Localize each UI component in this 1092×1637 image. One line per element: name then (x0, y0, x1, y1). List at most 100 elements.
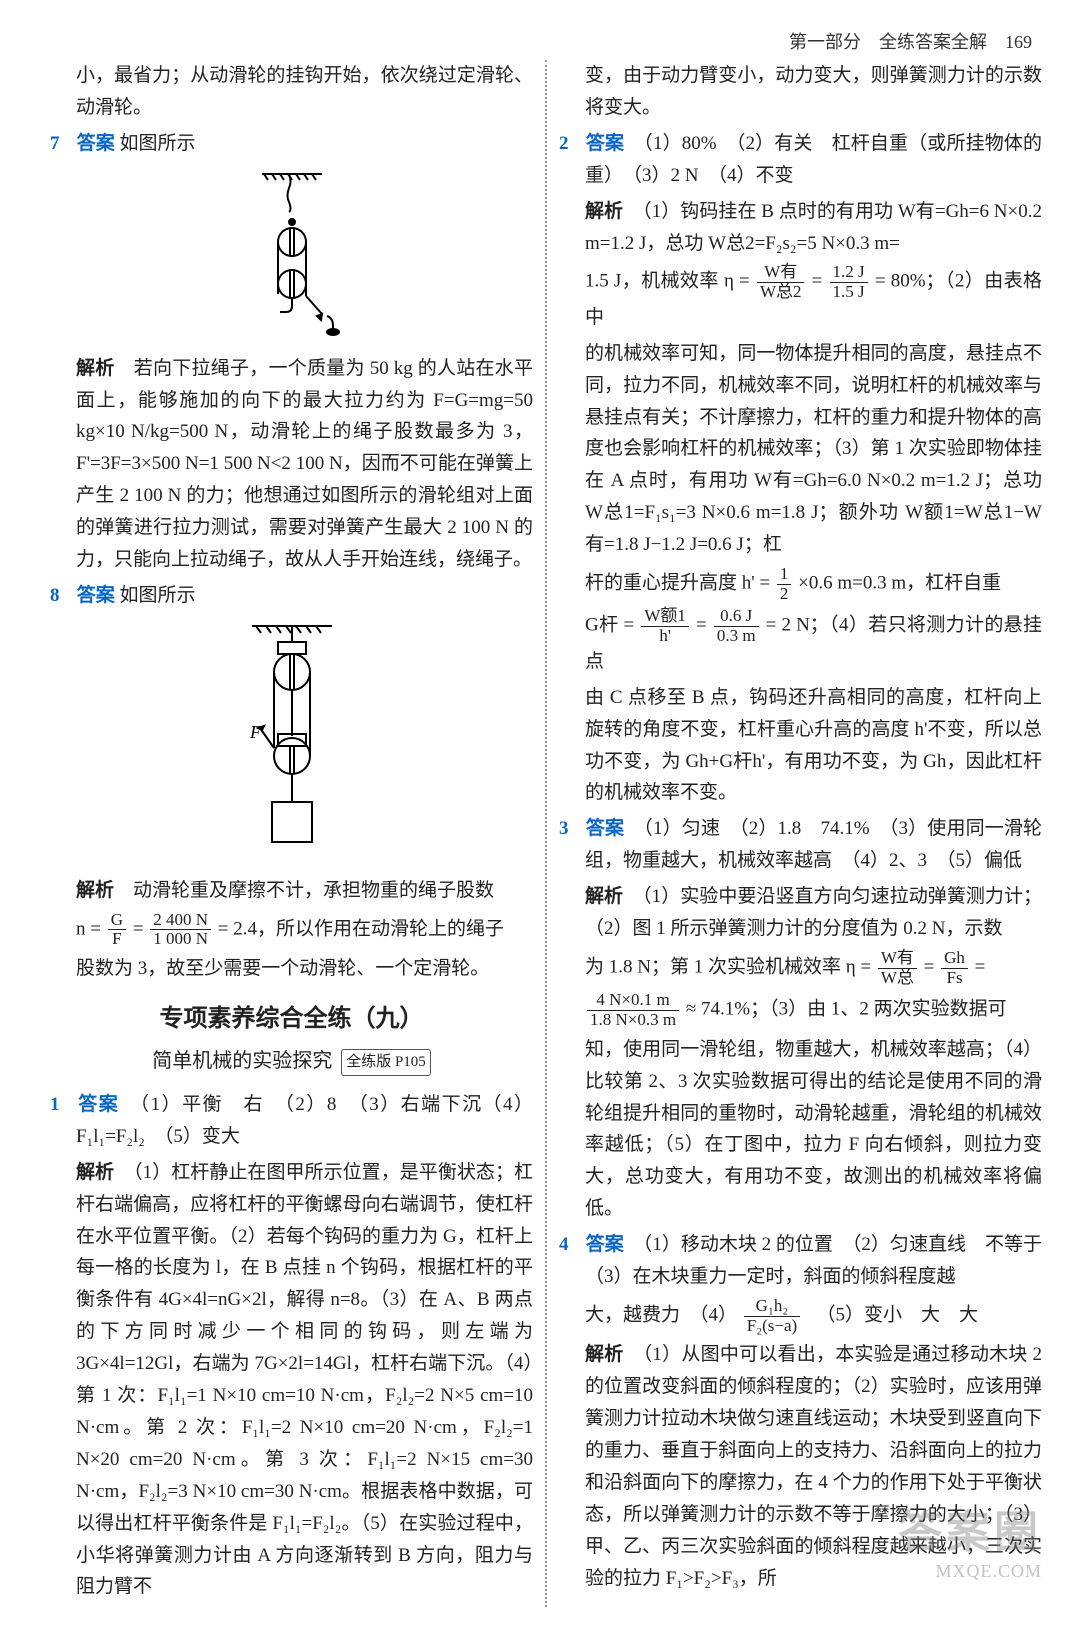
fraction: 2 400 N1 000 N (150, 911, 211, 949)
q3-exp-c: 知，使用同一滑轮组，物重越大，机械效率越高；（4）比较第 2、3 次实验数据可得… (559, 1034, 1042, 1225)
q7-answer: 7 答案 如图所示 (50, 128, 533, 160)
q1-number: 1 (50, 1089, 72, 1121)
frac-num: W有 (878, 949, 917, 969)
frac-den: 1 000 N (150, 930, 211, 949)
q2-exp-d: 杆的重心提升高度 h' = 12 ×0.6 m=0.3 m，杠杆自重 (559, 565, 1042, 603)
q8-answer-text: 如图所示 (120, 585, 196, 606)
frac-num: 1 (777, 565, 792, 585)
frac-den: F₂(s−a) (744, 1317, 800, 1336)
q7-explanation: 解析 若向下拉绳子，一个质量为 50 kg 的人站在水平面上，能够施加的向下的最… (50, 353, 533, 576)
q4-exp-text: （1）从图中可以看出，本实验是通过移动木块 2 的位置改变斜面的倾斜程度的；（2… (585, 1344, 1042, 1588)
fraction: GhFs (941, 949, 968, 987)
q2-expe-pre: G杆 = (585, 615, 639, 636)
frac-num: Gh (941, 949, 968, 969)
fraction: 0.6 J0.3 m (714, 607, 759, 645)
frac-num: 4 N×0.1 m (587, 991, 679, 1011)
frac-den: W总2 (757, 283, 805, 302)
svg-text:F: F (249, 722, 262, 742)
frac-den: Fs (941, 969, 968, 988)
frac-res: = 2.4，所以作用在动滑轮上的绳子 (218, 918, 504, 939)
figure-8: F (50, 618, 533, 869)
section-subtitle: 简单机械的实验探究 全练版 P105 (50, 1045, 533, 1079)
fraction: W额1h' (641, 607, 689, 645)
q2-exp-a: 解析 （1）钩码挂在 B 点时的有用功 W有=Gh=6 N×0.2 m=1.2 … (559, 196, 1042, 260)
q2-expb-pre: 1.5 J，机械效率 η = (585, 271, 755, 292)
frac-num: 0.6 J (714, 607, 759, 627)
fraction: 12 (777, 565, 792, 603)
frac-num: 2 400 N (150, 911, 211, 931)
frac-den: F (108, 930, 126, 949)
eq: = (924, 957, 939, 978)
q3-res: ≈ 74.1%；（3）由 1、2 两次实验数据可 (686, 999, 1007, 1020)
fraction: GF (108, 911, 126, 949)
eq: = (133, 918, 148, 939)
q2-answer-text: （1）80% （2）有关 杠杆自重（或所挂物体的重） （3）2 N （4）不变 (585, 133, 1042, 186)
section-title: 专项素养综合全练（九） (50, 999, 533, 1039)
q8-exp-b: 股数为 3，故至少需要一个动滑轮、一个定滑轮。 (50, 953, 533, 985)
q8-answer: 8 答案 如图所示 (50, 580, 533, 612)
frac-num: G₁h₂ (744, 1297, 800, 1317)
q3-exp-b: 为 1.8 N；第 1 次实验机械效率 η = W有W总 = GhFs = (559, 949, 1042, 987)
q2-exp-c: 的机械效率可知，同一物体提升相同的高度，悬挂点不同，拉力不同，机械效率不同，说明… (559, 338, 1042, 561)
q4-explanation: 解析 （1）从图中可以看出，本实验是通过移动木块 2 的位置改变斜面的倾斜程度的… (559, 1339, 1042, 1594)
q3-answer-text: （1）匀速 （2）1.8 74.1% （3）使用同一滑轮组，物重越大，机械效率越… (585, 818, 1042, 871)
frac-num: G (108, 911, 126, 931)
q3-exp-a: 解析 （1）实验中要沿竖直方向匀速拉动弹簧测力计；（2）图 1 所示弹簧测力计的… (559, 881, 1042, 945)
q2-expd-pre: 杆的重心提升高度 h' = (585, 573, 775, 594)
right-column: 变，由于动力臂变小，动力变大，则弹簧测力计的示数将变大。 2 答案 （1）80%… (547, 60, 1042, 1607)
explanation-label: 解析 (585, 886, 623, 907)
eq: = (696, 615, 712, 636)
q4-ansb-post: （5）变小 大 大 (807, 1305, 978, 1326)
q2-exp-e: G杆 = W额1h' = 0.6 J0.3 m = 2 N；（4）若只将测力计的… (559, 607, 1042, 677)
fraction: 4 N×0.1 m1.8 N×0.3 m (587, 991, 679, 1029)
fraction: 1.2 J1.5 J (830, 263, 868, 301)
explanation-label: 解析 (76, 358, 115, 379)
explanation-label: 解析 (76, 880, 114, 901)
q8-frac-line: n = GF = 2 400 N1 000 N = 2.4，所以作用在动滑轮上的… (50, 911, 533, 949)
explanation-label: 解析 (585, 1344, 623, 1365)
frac-den: 0.3 m (714, 627, 759, 646)
frac-lhs: n = (76, 918, 106, 939)
frac-num: W额1 (641, 607, 689, 627)
explanation-label: 解析 (585, 201, 623, 222)
q1-continuation: 变，由于动力臂变小，动力变大，则弹簧测力计的示数将变大。 (559, 60, 1042, 124)
q3-expb-pre: 为 1.8 N；第 1 次实验机械效率 η = (585, 957, 876, 978)
fraction: G₁h₂F₂(s−a) (744, 1297, 800, 1335)
fraction: W有W总2 (757, 263, 805, 301)
q2-exp-b: 1.5 J，机械效率 η = W有W总2 = 1.2 J1.5 J = 80%；… (559, 263, 1042, 333)
answer-label: 答案 (586, 133, 624, 154)
q3-number: 3 (559, 813, 581, 845)
answer-label: 答案 (586, 1234, 624, 1255)
frac-den: 2 (777, 585, 792, 604)
eq: = (975, 957, 986, 978)
q3-exp-a-text: （1）实验中要沿竖直方向匀速拉动弹簧测力计；（2）图 1 所示弹簧测力计的分度值… (585, 886, 1042, 939)
q1-answer-text: （1）平衡 右 （2）8 （3）右端下沉（4）F₁l₁=F₂l₂ （5）变大 (76, 1094, 533, 1147)
answer-label: 答案 (78, 1094, 119, 1115)
q4-answer-b: 大，越费力 （4） G₁h₂F₂(s−a) （5）变小 大 大 (559, 1297, 1042, 1335)
content-columns: 小，最省力；从动滑轮的挂钩开始，依次绕过定滑轮、动滑轮。 7 答案 如图所示 (0, 0, 1092, 1637)
fraction: W有W总 (878, 949, 917, 987)
q2-number: 2 (559, 128, 581, 160)
q8-exp-a: 动滑轮重及摩擦不计，承担物重的绳子股数 (114, 880, 494, 901)
answer-label: 答案 (77, 585, 115, 606)
frac-den: 1.8 N×0.3 m (587, 1011, 679, 1030)
page-reference-tag: 全练版 P105 (341, 1049, 431, 1076)
page-header: 第一部分 全练答案全解 169 (789, 28, 1032, 54)
figure-7 (50, 166, 533, 347)
frac-den: W总 (878, 969, 917, 988)
q8-number: 8 (50, 580, 72, 612)
answer-label: 答案 (77, 133, 115, 154)
q1-answer: 1 答案 （1）平衡 右 （2）8 （3）右端下沉（4）F₁l₁=F₂l₂ （5… (50, 1089, 533, 1153)
q2-exp-f: 由 C 点移至 B 点，钩码还升高相同的高度，杠杆向上旋转的角度不变，杠杆重心升… (559, 682, 1042, 810)
frac-num: 1.2 J (830, 263, 868, 283)
q4-answer-a: 4 答案 （1）移动木块 2 的位置 （2）匀速直线 不等于 （3）在木块重力一… (559, 1229, 1042, 1293)
intro-continuation: 小，最省力；从动滑轮的挂钩开始，依次绕过定滑轮、动滑轮。 (50, 60, 533, 124)
q4-number: 4 (559, 1229, 581, 1261)
answer-label: 答案 (586, 818, 624, 839)
frac-den: 1.5 J (830, 283, 868, 302)
q2-expd-post: ×0.6 m=0.3 m，杠杆自重 (798, 573, 1001, 594)
q7-answer-text: 如图所示 (120, 133, 196, 154)
q3-answer: 3 答案 （1）匀速 （2）1.8 74.1% （3）使用同一滑轮组，物重越大，… (559, 813, 1042, 877)
q7-exp-text: 若向下拉绳子，一个质量为 50 kg 的人站在水平面上，能够施加的向下的最大拉力… (76, 358, 533, 570)
explanation-label: 解析 (76, 1162, 114, 1183)
